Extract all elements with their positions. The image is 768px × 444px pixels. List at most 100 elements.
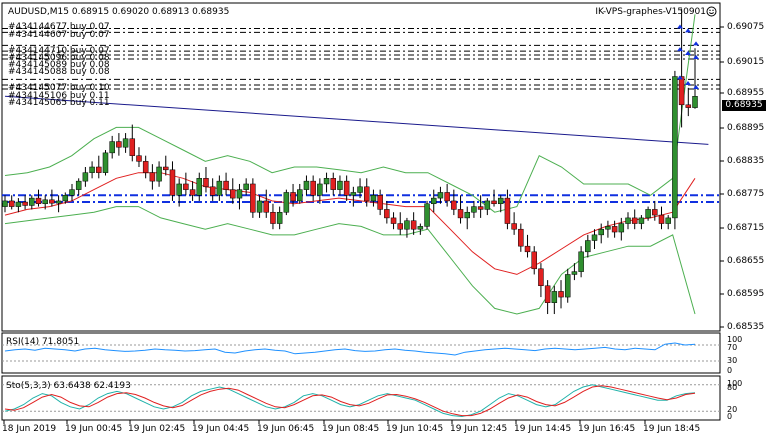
- bollinger-upper-line: [4, 14, 696, 213]
- candle-body: [665, 217, 671, 224]
- buy-arrow-icon: [693, 84, 699, 89]
- price-label: 0.68775: [727, 189, 765, 199]
- candle-body: [323, 178, 330, 185]
- main-pane-frame: [1, 2, 721, 332]
- candle-body: [176, 183, 182, 196]
- candle-body: [330, 178, 337, 190]
- candle-body: [69, 189, 75, 196]
- time-label: 19 Jun 12:45: [450, 424, 508, 434]
- candle-body: [62, 195, 69, 202]
- chart-header: AUDUSD,M15 0.68915 0.69020 0.68913 0.689…: [8, 7, 229, 17]
- candle-body: [276, 211, 283, 224]
- expert-name: IK-VPS-graphes-V150901: [595, 7, 706, 17]
- candle-body: [216, 180, 223, 196]
- order-label: #434145088 buy 0.08: [8, 67, 110, 77]
- candle-body: [55, 200, 62, 204]
- candle-body: [370, 195, 377, 202]
- candle-body: [678, 76, 685, 106]
- candle-body: [310, 180, 316, 196]
- stochastic-level: 0: [727, 412, 733, 421]
- price-label: 0.69015: [727, 57, 765, 67]
- candle-body: [82, 172, 89, 182]
- moving-average-blue-line: [4, 95, 709, 145]
- candle-body: [404, 220, 410, 230]
- smiley-icon[interactable]: [706, 6, 717, 20]
- order-label: #434145077 buy 0.10: [8, 83, 110, 93]
- stochastic-pane-frame: [1, 375, 721, 421]
- candle-body: [163, 166, 169, 171]
- candle-body: [518, 228, 524, 247]
- candle-body: [109, 141, 115, 154]
- candle-body: [477, 206, 484, 210]
- candle-body: [2, 200, 8, 207]
- candle-body: [504, 197, 511, 224]
- candle-body: [116, 141, 122, 148]
- ohlc-values: 0.68915 0.69020 0.68913 0.68935: [71, 7, 230, 17]
- candle-body: [223, 180, 229, 190]
- candle-body: [142, 161, 149, 173]
- candle-body: [209, 186, 216, 196]
- candle-body: [236, 189, 243, 199]
- candle-body: [424, 203, 430, 227]
- candle-body: [390, 217, 397, 224]
- candle-body: [625, 217, 631, 224]
- candle-body: [263, 200, 270, 213]
- price-label: 0.68715: [727, 223, 765, 233]
- candle-body: [196, 178, 203, 196]
- candle-body: [605, 226, 611, 230]
- candle-body: [189, 189, 196, 196]
- time-label: 19 Jun 14:45: [514, 424, 572, 434]
- buy-arrow-icon: [677, 24, 683, 29]
- rsi-level: 100: [727, 335, 743, 344]
- candle-body: [75, 180, 82, 190]
- candle-body: [256, 200, 263, 213]
- price-label: 0.68955: [727, 88, 765, 98]
- candle-body: [672, 76, 678, 219]
- price-label: 0.69075: [727, 22, 765, 32]
- candle-body: [491, 200, 497, 205]
- stochastic-main-line: [4, 384, 696, 418]
- buy-arrow-icon: [685, 28, 691, 33]
- candle-body: [631, 217, 638, 224]
- candle-body: [558, 291, 564, 298]
- candle-body: [437, 192, 444, 199]
- candle-body: [337, 180, 343, 190]
- time-label: 19 Jun 08:45: [322, 424, 380, 434]
- candle-body: [444, 192, 450, 202]
- candle-body: [243, 183, 249, 190]
- candle-body: [297, 189, 303, 202]
- buy-arrow-icon: [693, 41, 699, 46]
- candle-body: [564, 274, 571, 298]
- candle-body: [15, 201, 22, 207]
- price-label: 0.68655: [727, 256, 765, 266]
- candle-body: [89, 166, 95, 173]
- candle-body: [524, 245, 531, 253]
- candle-body: [645, 209, 651, 219]
- buy-arrow-icon: [677, 47, 683, 52]
- time-label: 19 Jun 04:45: [192, 424, 250, 434]
- order-label: #434145089 buy 0.08: [8, 60, 110, 70]
- candle-body: [551, 291, 558, 303]
- price-label: 0.68535: [727, 322, 765, 332]
- buy-arrow-icon: [693, 54, 699, 59]
- price-label: 0.68595: [727, 289, 765, 299]
- candle-body: [42, 199, 48, 205]
- candle-body: [397, 223, 403, 230]
- time-label: 19 Jun 10:45: [386, 424, 444, 434]
- stochastic-level: 100: [727, 379, 743, 388]
- candle-body: [149, 172, 156, 182]
- candle-body: [357, 186, 363, 193]
- candle-body: [129, 138, 136, 156]
- candle-body: [96, 166, 102, 173]
- candle-body: [363, 186, 370, 202]
- candle-body: [317, 183, 323, 196]
- candle-body: [471, 206, 477, 213]
- candle-body: [290, 192, 296, 202]
- candle-body: [497, 197, 504, 205]
- candle-body: [511, 223, 517, 230]
- price-label: 0.68835: [727, 156, 765, 166]
- rsi-label: RSI(14) 71.8051: [6, 337, 80, 347]
- candle-body: [618, 223, 625, 233]
